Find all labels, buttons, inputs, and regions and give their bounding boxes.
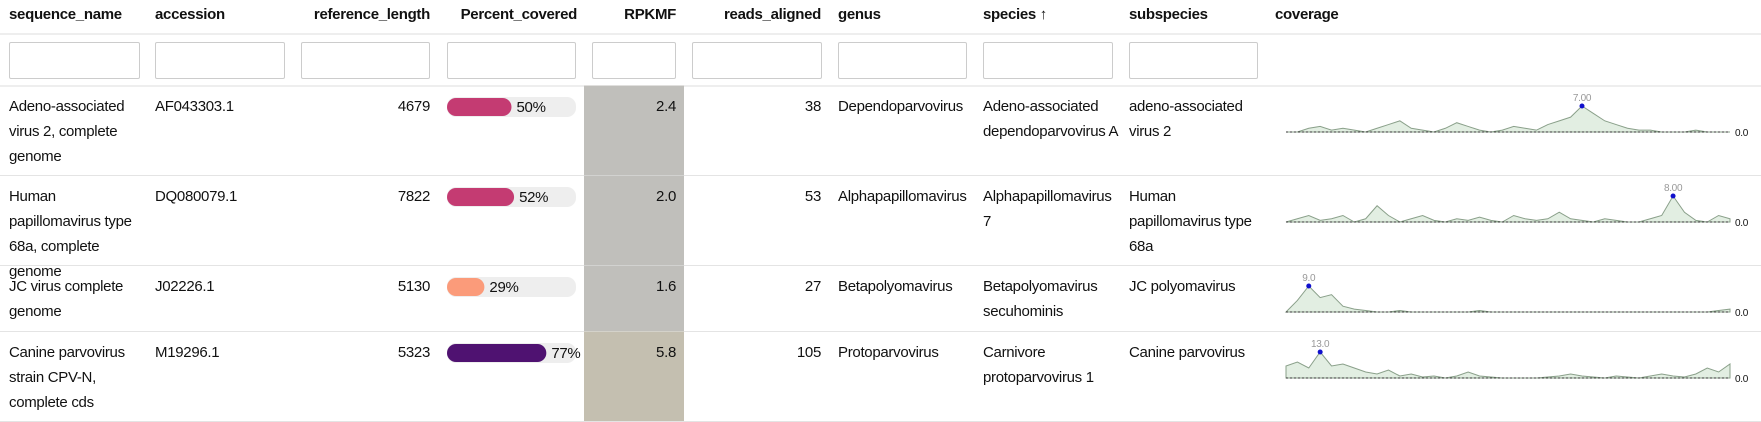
- coverage-zero-label: 0.0: [1735, 218, 1749, 229]
- percent-bar: [447, 344, 547, 362]
- column-header: coverage: [1275, 6, 1339, 23]
- species: Carnivore protoparvovirus 1: [983, 344, 1094, 386]
- column-header: species ↑: [983, 6, 1048, 23]
- coverage-area: [1284, 285, 1731, 313]
- reads-aligned: 53: [804, 188, 821, 205]
- species: Alphapapillomavirus 7: [983, 188, 1112, 230]
- reference-length: 4679: [397, 98, 430, 115]
- genus: Alphapapillomavirus: [838, 188, 967, 205]
- subspecies: Human papillomavirus type 68a: [1129, 188, 1252, 255]
- species: Betapolyomavirus secuhominis: [983, 278, 1098, 320]
- coverage-peak: [1317, 349, 1323, 355]
- sequence-name: Human papillomavirus type 68a, complete …: [9, 188, 132, 280]
- column-header: Percent_covered: [460, 6, 578, 23]
- percent-bar: [447, 278, 485, 296]
- coverage-zero-label: 0.0: [1735, 374, 1749, 385]
- coverage-max-label: 13.0: [1311, 339, 1330, 350]
- percent-bar: [447, 98, 512, 116]
- coverage-zero-label: 0.0: [1735, 308, 1749, 319]
- genus: Dependoparvovirus: [838, 98, 963, 115]
- accession: J02226.1: [155, 278, 215, 295]
- filter-input[interactable]: [838, 42, 967, 79]
- coverage-peak: [1579, 103, 1585, 109]
- coverage-max-label: 8.00: [1664, 183, 1683, 194]
- genus: Betapolyomavirus: [838, 278, 953, 295]
- sequence-name: Adeno-associated virus 2, complete genom…: [9, 98, 125, 165]
- reads-aligned: 105: [796, 344, 821, 361]
- reference-length: 5323: [397, 344, 430, 361]
- filter-input[interactable]: [592, 42, 676, 79]
- filter-input[interactable]: [9, 42, 140, 79]
- column-header: RPKMF: [624, 6, 676, 23]
- rpkmf-value: 5.8: [656, 344, 676, 361]
- column-header: accession: [155, 6, 225, 23]
- column-header: reference_length: [313, 6, 430, 23]
- column-header: genus: [838, 6, 881, 23]
- subspecies: Canine parvovirus: [1129, 344, 1245, 361]
- sequence-name: JC virus complete genome: [9, 278, 124, 320]
- column-header: sequence_name: [9, 6, 122, 23]
- filter-input[interactable]: [983, 42, 1113, 79]
- subspecies: adeno-associated virus 2: [1129, 98, 1243, 140]
- filter-input[interactable]: [447, 42, 576, 79]
- coverage-max-label: 9.0: [1302, 273, 1316, 284]
- sequence-name: Canine parvovirus strain CPV-N, complete…: [9, 344, 125, 411]
- percent-label: 50%: [517, 99, 546, 116]
- reads-aligned: 27: [804, 278, 821, 295]
- rpkmf-cell-bg: [584, 265, 684, 332]
- rpkmf-value: 1.6: [656, 278, 676, 295]
- genus: Protoparvovirus: [838, 344, 939, 361]
- coverage-zero-label: 0.0: [1735, 128, 1749, 139]
- rpkmf-value: 2.0: [656, 188, 676, 205]
- filter-input[interactable]: [1129, 42, 1258, 79]
- rpkmf-cell-bg: [584, 85, 684, 176]
- filter-input[interactable]: [692, 42, 822, 79]
- coverage-area: [1286, 105, 1730, 133]
- filter-input[interactable]: [155, 42, 285, 79]
- filter-input[interactable]: [301, 42, 430, 79]
- coverage-peak: [1670, 193, 1676, 199]
- reference-length: 5130: [397, 278, 430, 295]
- coverage-area: [1285, 195, 1731, 223]
- percent-label: 77%: [551, 345, 580, 362]
- rpkmf-cell-bg: [584, 175, 684, 266]
- coverage-max-label: 7.00: [1573, 93, 1592, 104]
- column-header: reads_aligned: [724, 6, 821, 23]
- accession: DQ080079.1: [155, 188, 238, 205]
- accession: AF043303.1: [155, 98, 234, 115]
- rpkmf-value: 2.4: [656, 98, 676, 115]
- subspecies: JC polyomavirus: [1129, 278, 1236, 295]
- coverage-area: [1285, 351, 1731, 379]
- percent-label: 29%: [489, 279, 518, 296]
- accession: M19296.1: [155, 344, 220, 361]
- percent-bar: [447, 188, 515, 206]
- column-header: subspecies: [1129, 6, 1208, 23]
- coverage-peak: [1306, 283, 1312, 289]
- reference-length: 7822: [397, 188, 430, 205]
- percent-label: 52%: [519, 189, 548, 206]
- rpkmf-cell-bg: [584, 331, 684, 422]
- reads-aligned: 38: [804, 98, 821, 115]
- species: Adeno-associated dependoparvovirus A: [983, 98, 1119, 140]
